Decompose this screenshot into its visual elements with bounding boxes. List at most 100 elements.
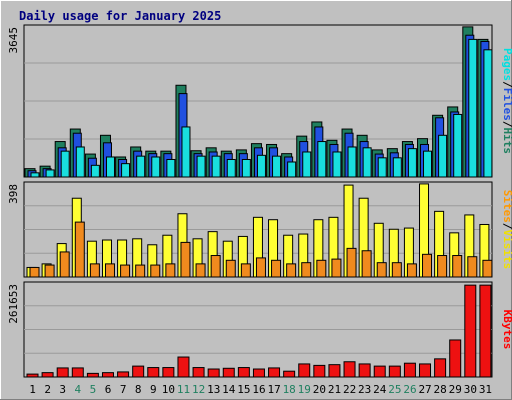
bar-kbytes-day-13 [207,368,220,378]
bar-kbytes-day-25 [388,365,401,378]
bar-kbytes-day-9 [147,367,160,378]
bar-pages-day-18 [287,161,297,178]
x-tick-day-3: 3 [59,383,66,396]
bar-sites-day-13 [210,255,221,278]
bar-pages-day-28 [438,134,448,178]
bar-pages-day-19 [302,151,312,178]
bar-kbytes-day-21 [328,364,341,378]
x-tick-day-19: 19 [298,383,311,396]
bar-pages-day-1 [30,172,40,178]
bar-sites-day-24 [376,262,387,278]
bar-kbytes-day-5 [86,372,99,378]
bar-kbytes-day-4 [71,367,84,378]
bar-sites-day-11 [180,241,191,278]
bar-sites-day-10 [165,263,176,278]
bar-pages-day-27 [423,150,433,178]
bar-sites-day-28 [437,255,448,278]
bar-sites-day-12 [195,263,206,278]
bar-kbytes-day-7 [117,371,130,378]
bar-sites-day-15 [240,263,251,278]
bar-sites-day-21 [331,258,342,278]
x-tick-day-8: 8 [135,383,142,396]
bar-sites-day-7 [120,264,131,278]
bar-pages-day-11 [181,126,191,178]
x-tick-day-18: 18 [283,383,296,396]
bar-sites-day-3 [59,251,70,278]
x-tick-day-16: 16 [252,383,265,396]
bar-sites-day-9 [150,264,161,278]
x-tick-day-10: 10 [162,383,175,396]
bar-kbytes-day-8 [132,365,145,378]
legend-part-4: Hits [501,128,512,155]
x-tick-day-20: 20 [313,383,326,396]
bar-sites-day-31 [482,259,493,278]
bar-kbytes-day-10 [162,367,175,378]
bar-pages-day-24 [377,157,387,178]
bar-sites-day-22 [346,247,357,278]
bar-pages-day-25 [392,157,402,178]
bar-pages-day-12 [196,155,206,178]
x-tick-day-23: 23 [358,383,371,396]
bar-kbytes-day-28 [434,358,447,378]
bar-pages-day-2 [45,169,55,178]
bar-sites-day-16 [255,257,266,278]
bar-sites-day-4 [74,221,85,278]
x-tick-day-28: 28 [434,383,447,396]
x-tick-day-17: 17 [267,383,280,396]
bar-pages-day-22 [347,146,357,178]
bar-pages-day-26 [407,148,417,178]
bar-kbytes-day-2 [41,372,54,378]
x-tick-day-30: 30 [464,383,477,396]
bar-pages-day-13 [211,155,221,178]
bar-sites-day-20 [316,259,327,278]
bar-sites-day-17 [271,259,282,278]
x-tick-day-24: 24 [373,383,387,396]
bar-kbytes-day-27 [419,363,432,378]
bar-sites-day-19 [301,262,312,278]
series-legend: KBytes [501,310,512,350]
legend-part-0: KBytes [501,310,512,350]
bar-pages-day-23 [362,147,372,178]
bar-sites-day-2 [44,264,55,278]
x-tick-day-22: 22 [343,383,356,396]
bar-kbytes-day-30 [464,284,477,378]
x-tick-day-9: 9 [150,383,157,396]
bar-sites-day-23 [361,250,372,278]
bar-sites-day-6 [104,263,115,278]
bar-pages-day-10 [166,158,176,178]
bar-sites-day-29 [452,255,463,278]
series-legend: Sites/Visits [501,190,512,270]
x-tick-day-27: 27 [418,383,431,396]
y-max-label: 3645 [7,27,20,54]
bar-pages-day-14 [226,158,236,178]
bar-sites-day-1 [29,266,40,278]
bar-sites-day-5 [89,263,100,278]
bar-pages-day-8 [136,155,146,178]
legend-part-0: Pages [501,48,512,81]
bar-sites-day-27 [422,253,433,278]
x-tick-day-29: 29 [449,383,462,396]
x-tick-day-12: 12 [192,383,205,396]
legend-part-0: Sites [501,190,512,223]
x-tick-day-25: 25 [388,383,401,396]
bar-kbytes-day-22 [343,361,356,378]
x-tick-day-1: 1 [29,383,36,396]
bar-sites-day-18 [286,263,297,278]
x-tick-day-14: 14 [222,383,236,396]
bar-kbytes-day-11 [177,356,190,378]
bar-pages-day-3 [60,150,70,178]
bar-pages-day-20 [317,141,327,178]
bar-kbytes-day-18 [283,370,296,378]
bar-pages-day-31 [483,49,493,178]
bar-sites-day-30 [467,256,478,278]
bar-pages-day-7 [121,163,131,178]
bar-kbytes-day-14 [222,367,235,378]
y-max-label: 261653 [7,284,20,324]
bar-kbytes-day-19 [298,363,311,378]
bar-kbytes-day-12 [192,367,205,378]
bar-kbytes-day-6 [101,372,114,378]
bar-pages-day-16 [256,154,266,178]
bar-kbytes-day-23 [358,363,371,378]
legend-part-1: / [501,223,512,230]
